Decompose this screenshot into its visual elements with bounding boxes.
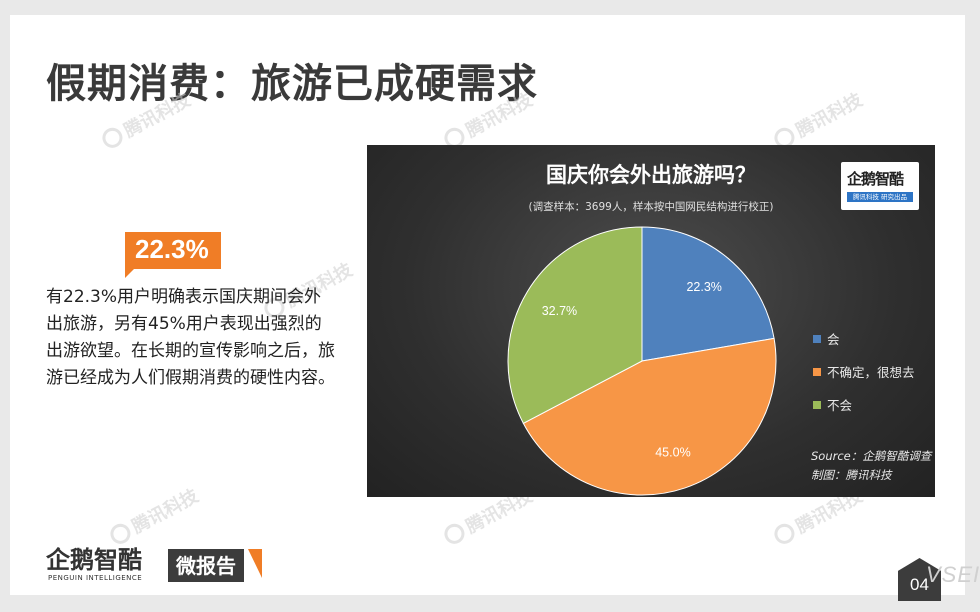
legend-label: 不确定，很想去: [827, 365, 915, 380]
legend-item: 不会: [813, 388, 915, 421]
pie-slice-label: 32.7%: [542, 304, 577, 318]
legend-label: 会: [827, 332, 840, 347]
report-tag: 微报告: [168, 549, 244, 582]
watermark-logo-icon: [770, 520, 798, 548]
legend-swatch: [813, 400, 821, 409]
pie-slice-label: 45.0%: [655, 445, 690, 459]
report-tag-accent: [248, 549, 262, 578]
watermark: 腾讯科技: [770, 86, 867, 154]
highlight-badge: 22.3%: [125, 232, 221, 269]
brand-logo-name: 企鹅智酷: [46, 546, 142, 574]
chart-brand-logo: 企鹅智酷 腾讯科技 研究出品: [841, 162, 919, 210]
pie-chart: 22.3% 45.0% 32.7%: [507, 226, 777, 496]
chart-legend: 会 不确定，很想去 不会: [813, 322, 915, 421]
chart-brand-subtitle: 腾讯科技 研究出品: [847, 192, 913, 202]
pie-slice-label: 22.3%: [686, 280, 721, 294]
chart-subtitle: (调查样本：3699人，样本按中国网民结构进行校正): [528, 201, 774, 213]
highlight-badge-tail: [125, 268, 135, 278]
legend-label: 不会: [827, 398, 853, 413]
credit-text: 制图：腾讯科技: [811, 468, 892, 482]
description-text: 有22.3%用户明确表示国庆期间会外出旅游，另有45%用户表现出强烈的出游欲望。…: [46, 287, 335, 388]
slide: 假期消费：旅游已成硬需求 腾讯科技 腾讯科技 腾讯科技 腾讯科技 腾讯科技 腾讯…: [10, 15, 965, 601]
chart-source: Source：企鹅智酷调查 制图：腾讯科技: [811, 447, 931, 485]
pie-slice-2: [522, 337, 777, 496]
pie-slice-1: [641, 226, 775, 362]
brand-logo-english: PENGUIN INTELLIGENCE: [48, 574, 143, 582]
pie-slice-3: [507, 226, 643, 425]
watermark-logo-icon: [98, 124, 126, 152]
legend-swatch: [813, 334, 821, 343]
chart-title: 国庆你会外出旅游吗？: [546, 163, 756, 187]
chart-brand-name: 企鹅智酷: [847, 170, 904, 188]
legend-item: 会: [813, 322, 915, 355]
legend-item: 不确定，很想去: [813, 355, 915, 388]
corner-watermark: VSEIT: [926, 562, 980, 587]
page-title: 假期消费：旅游已成硬需求: [46, 61, 538, 107]
legend-swatch: [813, 367, 821, 376]
source-text: Source：企鹅智酷调查: [811, 449, 932, 463]
watermark-logo-icon: [440, 520, 468, 548]
chart-panel: 22.3% 45.0% 32.7% 国庆你会外出旅游吗？ (调查样本：3699人，样…: [367, 145, 935, 497]
